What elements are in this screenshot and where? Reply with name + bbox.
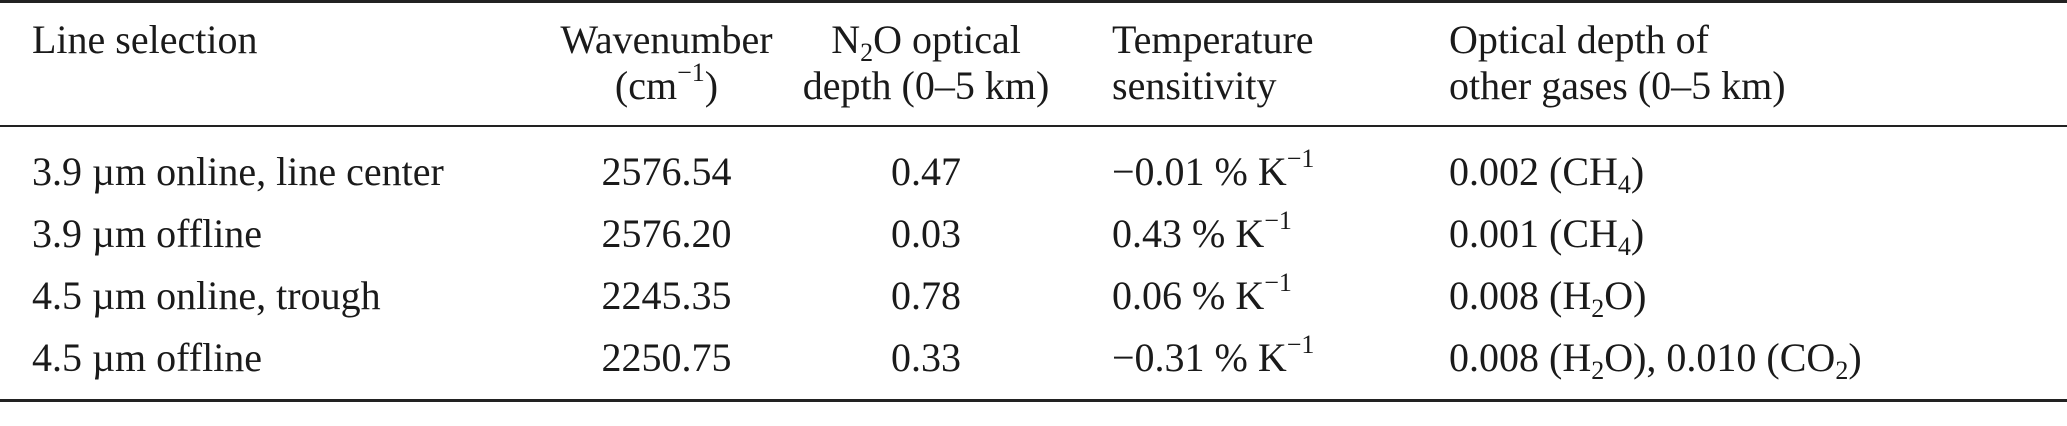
header-temp-line2: sensitivity	[1112, 63, 1277, 108]
header-wavenumber-unit-sup: −1	[677, 58, 705, 87]
other-close: )	[1630, 211, 1645, 256]
table-row: 4.5 µm offline 2250.75 0.33 −0.31 % K−1 …	[0, 327, 2067, 401]
cell-other-gases: 0.008 (H2O), 0.010 (CO2)	[1433, 327, 2067, 401]
other-close: )	[1630, 149, 1645, 194]
cell-line-selection: 3.9 µm online, line center	[32, 149, 444, 194]
table-row: 3.9 µm online, line center 2576.54 0.47 …	[0, 126, 2067, 203]
cell-wavenumber: 2245.35	[601, 273, 732, 318]
cell-line-selection: 4.5 µm online, trough	[32, 273, 381, 318]
cell-other-gases: 0.002 (CH4)	[1433, 126, 2067, 203]
temp-value: −0.31 % K	[1112, 335, 1287, 380]
table-row: 4.5 µm online, trough 2245.35 0.78 0.06 …	[0, 265, 2067, 327]
other-middle: O), 0.010 (CO	[1604, 335, 1836, 380]
temp-unit-exponent: −1	[1264, 206, 1292, 235]
cell-temp-sensitivity: 0.43 % K−1	[1072, 203, 1433, 265]
header-other-gases: Optical depth of other gases (0–5 km)	[1433, 2, 2067, 127]
cell-line-selection: 3.9 µm offline	[32, 211, 263, 256]
cell-other-gases: 0.001 (CH4)	[1433, 203, 2067, 265]
other-subscript-2: 2	[1835, 356, 1849, 385]
temp-value: 0.43 % K	[1112, 211, 1265, 256]
other-subscript: 2	[1591, 356, 1605, 385]
cell-temp-sensitivity: −0.01 % K−1	[1072, 126, 1433, 203]
cell-wavenumber: 2250.75	[601, 335, 732, 380]
header-other-line1: Optical depth of	[1449, 17, 1709, 62]
temp-unit-exponent: −1	[1264, 268, 1292, 297]
header-n2o-post: O optical	[873, 17, 1021, 62]
header-n2o-pre: N	[831, 17, 861, 62]
header-row: Line selection Wavenumber (cm−1) N2O opt…	[0, 1, 2067, 127]
cell-wavenumber: 2576.20	[601, 211, 732, 256]
other-value: 0.002 (CH	[1449, 149, 1618, 194]
header-wavenumber: Wavenumber (cm−1)	[553, 2, 780, 127]
cell-other-gases: 0.008 (H2O)	[1433, 265, 2067, 327]
other-value: 0.008 (H	[1449, 273, 1592, 318]
header-wavenumber-line2: (cm−1)	[554, 60, 779, 109]
cell-n2o-depth: 0.03	[891, 211, 961, 256]
cell-n2o-depth: 0.33	[891, 335, 961, 380]
other-value: 0.008 (H	[1449, 335, 1592, 380]
cell-n2o-depth: 0.78	[891, 273, 961, 318]
header-other-line2: other gases (0–5 km)	[1449, 63, 1786, 108]
cell-wavenumber: 2576.54	[601, 149, 732, 194]
header-n2o-sub: 2	[860, 38, 874, 67]
header-temp-line1: Temperature	[1112, 17, 1314, 62]
table-header: Line selection Wavenumber (cm−1) N2O opt…	[0, 1, 2067, 127]
header-n2o-line2: depth (0–5 km)	[802, 63, 1050, 108]
other-subscript: 2	[1591, 294, 1605, 323]
header-wavenumber-unit-pre: (cm	[614, 63, 678, 108]
header-n2o-optical-depth: N2O optical depth (0–5 km)	[780, 2, 1072, 127]
table-body: 3.9 µm online, line center 2576.54 0.47 …	[0, 126, 2067, 401]
temp-value: 0.06 % K	[1112, 273, 1265, 318]
header-wavenumber-line1: Wavenumber	[560, 17, 773, 62]
temp-unit-exponent: −1	[1286, 330, 1315, 359]
other-subscript: 4	[1617, 170, 1631, 199]
other-value: 0.001 (CH	[1449, 211, 1618, 256]
header-line-selection: Line selection	[0, 2, 553, 127]
table-row: 3.9 µm offline 2576.20 0.03 0.43 % K−1 0…	[0, 203, 2067, 265]
other-close: )	[1848, 335, 1862, 380]
other-subscript: 4	[1617, 232, 1631, 261]
cell-temp-sensitivity: −0.31 % K−1	[1072, 327, 1433, 401]
header-n2o-line1: N2O optical	[781, 17, 1071, 66]
cell-line-selection: 4.5 µm offline	[32, 335, 263, 380]
temp-unit-exponent: −1	[1286, 144, 1315, 173]
other-close: O)	[1604, 273, 1647, 318]
header-wavenumber-unit-post: )	[704, 63, 719, 108]
header-line-selection-text: Line selection	[32, 17, 258, 62]
header-temperature-sensitivity: Temperature sensitivity	[1072, 2, 1433, 127]
cell-n2o-depth: 0.47	[891, 149, 961, 194]
temp-value: −0.01 % K	[1112, 149, 1287, 194]
cell-temp-sensitivity: 0.06 % K−1	[1072, 265, 1433, 327]
line-selection-table: Line selection Wavenumber (cm−1) N2O opt…	[0, 1, 2067, 401]
